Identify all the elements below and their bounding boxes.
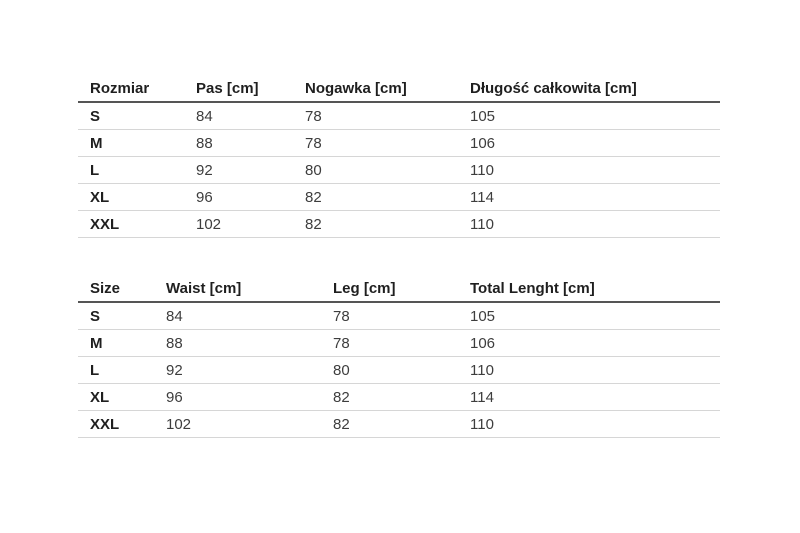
size-cell: L: [78, 156, 184, 184]
value-cell: 102: [154, 410, 321, 438]
table-row-l: L 92 80 110: [78, 356, 720, 384]
value-cell: 92: [184, 156, 293, 184]
table-row-m: M 88 78 106: [78, 329, 720, 357]
table-row-xxl: XXL 102 82 110: [78, 210, 720, 238]
table-row-s: S 84 78 105: [78, 302, 720, 330]
value-cell: 78: [293, 129, 458, 157]
value-cell: 114: [458, 383, 720, 411]
header-row-english: Size Waist [cm] Leg [cm] Total Lenght [c…: [78, 275, 720, 303]
header-nogawka-cm: Nogawka [cm]: [293, 75, 458, 103]
value-cell: 110: [458, 410, 720, 438]
size-cell: XL: [78, 383, 154, 411]
size-table-polish: Rozmiar Pas [cm] Nogawka [cm] Długość ca…: [78, 75, 720, 238]
value-cell: 96: [154, 383, 321, 411]
table-row-l: L 92 80 110: [78, 156, 720, 184]
value-cell: 82: [321, 383, 458, 411]
size-cell: M: [78, 129, 184, 157]
value-cell: 105: [458, 102, 720, 130]
header-size: Size: [78, 275, 154, 303]
table-row-xl: XL 96 82 114: [78, 383, 720, 411]
value-cell: 96: [184, 183, 293, 211]
value-cell: 78: [293, 102, 458, 130]
table-row-m: M 88 78 106: [78, 129, 720, 157]
value-cell: 92: [154, 356, 321, 384]
size-cell: S: [78, 102, 184, 130]
value-cell: 84: [184, 102, 293, 130]
header-dlugosc-calkowita-cm: Długość całkowita [cm]: [458, 75, 720, 103]
value-cell: 110: [458, 156, 720, 184]
value-cell: 78: [321, 302, 458, 330]
value-cell: 88: [154, 329, 321, 357]
value-cell: 88: [184, 129, 293, 157]
size-table-english: Size Waist [cm] Leg [cm] Total Lenght [c…: [78, 275, 720, 438]
header-total-length-cm: Total Lenght [cm]: [458, 275, 720, 303]
header-rozmiar: Rozmiar: [78, 75, 184, 103]
value-cell: 80: [293, 156, 458, 184]
table-row-xl: XL 96 82 114: [78, 183, 720, 211]
value-cell: 106: [458, 329, 720, 357]
value-cell: 80: [321, 356, 458, 384]
value-cell: 82: [293, 183, 458, 211]
table-row-xxl: XXL 102 82 110: [78, 410, 720, 438]
size-cell: L: [78, 356, 154, 384]
value-cell: 110: [458, 210, 720, 238]
size-cell: XXL: [78, 210, 184, 238]
value-cell: 114: [458, 183, 720, 211]
value-cell: 106: [458, 129, 720, 157]
value-cell: 110: [458, 356, 720, 384]
header-pas-cm: Pas [cm]: [184, 75, 293, 103]
value-cell: 102: [184, 210, 293, 238]
size-cell: XXL: [78, 410, 154, 438]
size-cell: S: [78, 302, 154, 330]
size-cell: XL: [78, 183, 184, 211]
value-cell: 78: [321, 329, 458, 357]
value-cell: 105: [458, 302, 720, 330]
value-cell: 82: [293, 210, 458, 238]
size-chart-section: Rozmiar Pas [cm] Nogawka [cm] Długość ca…: [78, 75, 720, 438]
value-cell: 82: [321, 410, 458, 438]
size-cell: M: [78, 329, 154, 357]
value-cell: 84: [154, 302, 321, 330]
header-waist-cm: Waist [cm]: [154, 275, 321, 303]
table-row-s: S 84 78 105: [78, 102, 720, 130]
header-leg-cm: Leg [cm]: [321, 275, 458, 303]
header-row-polish: Rozmiar Pas [cm] Nogawka [cm] Długość ca…: [78, 75, 720, 103]
